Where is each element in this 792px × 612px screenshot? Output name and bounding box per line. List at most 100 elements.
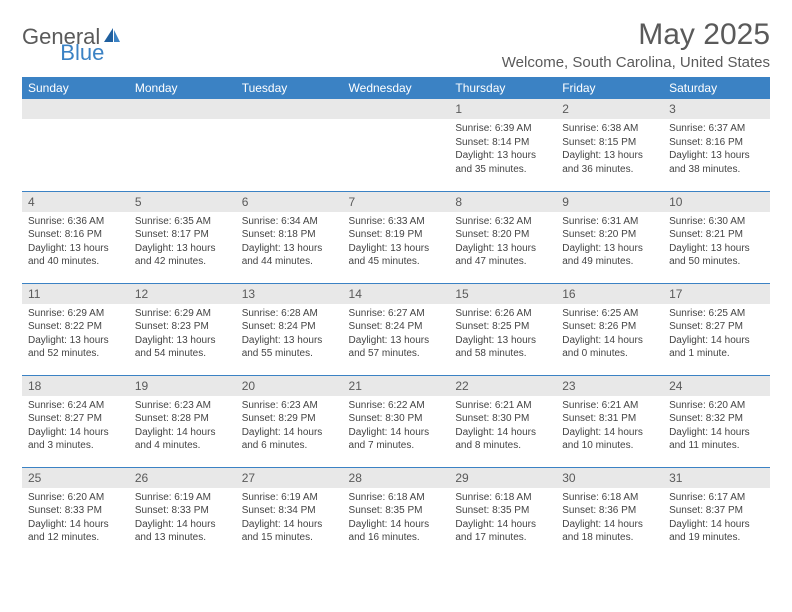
day-number: 17 (663, 284, 770, 304)
calendar-cell: 20Sunrise: 6:23 AMSunset: 8:29 PMDayligh… (236, 375, 343, 467)
day-content: Sunrise: 6:22 AMSunset: 8:30 PMDaylight:… (343, 396, 450, 457)
calendar-cell: 12Sunrise: 6:29 AMSunset: 8:23 PMDayligh… (129, 283, 236, 375)
calendar-week-row: 11Sunrise: 6:29 AMSunset: 8:22 PMDayligh… (22, 283, 770, 375)
calendar-cell: 7Sunrise: 6:33 AMSunset: 8:19 PMDaylight… (343, 191, 450, 283)
calendar-cell (236, 99, 343, 191)
calendar-cell: 28Sunrise: 6:18 AMSunset: 8:35 PMDayligh… (343, 467, 450, 559)
calendar-cell: 2Sunrise: 6:38 AMSunset: 8:15 PMDaylight… (556, 99, 663, 191)
day-content: Sunrise: 6:21 AMSunset: 8:31 PMDaylight:… (556, 396, 663, 457)
day-number: 11 (22, 284, 129, 304)
calendar-cell: 17Sunrise: 6:25 AMSunset: 8:27 PMDayligh… (663, 283, 770, 375)
daylight-line: Daylight: 13 hours and 42 minutes. (135, 242, 230, 269)
daylight-line: Daylight: 14 hours and 12 minutes. (28, 518, 123, 545)
day-number: 25 (22, 468, 129, 488)
calendar-cell: 19Sunrise: 6:23 AMSunset: 8:28 PMDayligh… (129, 375, 236, 467)
daylight-line: Daylight: 14 hours and 10 minutes. (562, 426, 657, 453)
calendar-cell: 5Sunrise: 6:35 AMSunset: 8:17 PMDaylight… (129, 191, 236, 283)
day-content: Sunrise: 6:25 AMSunset: 8:27 PMDaylight:… (663, 304, 770, 365)
daylight-line: Daylight: 14 hours and 4 minutes. (135, 426, 230, 453)
calendar-cell: 24Sunrise: 6:20 AMSunset: 8:32 PMDayligh… (663, 375, 770, 467)
day-content: Sunrise: 6:25 AMSunset: 8:26 PMDaylight:… (556, 304, 663, 365)
calendar-cell: 18Sunrise: 6:24 AMSunset: 8:27 PMDayligh… (22, 375, 129, 467)
daylight-line: Daylight: 14 hours and 17 minutes. (455, 518, 550, 545)
daylight-line: Daylight: 13 hours and 40 minutes. (28, 242, 123, 269)
sunset-line: Sunset: 8:35 PM (349, 504, 444, 518)
calendar-cell: 9Sunrise: 6:31 AMSunset: 8:20 PMDaylight… (556, 191, 663, 283)
daylight-line: Daylight: 14 hours and 15 minutes. (242, 518, 337, 545)
sunrise-line: Sunrise: 6:17 AM (669, 491, 764, 505)
daylight-line: Daylight: 13 hours and 38 minutes. (669, 149, 764, 176)
logo-text-blue: Blue (60, 40, 104, 66)
calendar-cell: 30Sunrise: 6:18 AMSunset: 8:36 PMDayligh… (556, 467, 663, 559)
sunset-line: Sunset: 8:21 PM (669, 228, 764, 242)
day-content: Sunrise: 6:30 AMSunset: 8:21 PMDaylight:… (663, 212, 770, 273)
logo-sail-icon (102, 26, 122, 49)
daylight-line: Daylight: 13 hours and 45 minutes. (349, 242, 444, 269)
day-header-saturday: Saturday (663, 77, 770, 99)
day-number: 13 (236, 284, 343, 304)
calendar-cell (22, 99, 129, 191)
sunrise-line: Sunrise: 6:31 AM (562, 215, 657, 229)
day-header-friday: Friday (556, 77, 663, 99)
sunrise-line: Sunrise: 6:30 AM (669, 215, 764, 229)
sunrise-line: Sunrise: 6:28 AM (242, 307, 337, 321)
month-year: May 2025 (502, 18, 770, 52)
day-content: Sunrise: 6:20 AMSunset: 8:32 PMDaylight:… (663, 396, 770, 457)
day-header-thursday: Thursday (449, 77, 556, 99)
sunset-line: Sunset: 8:16 PM (28, 228, 123, 242)
sunset-line: Sunset: 8:36 PM (562, 504, 657, 518)
daylight-line: Daylight: 13 hours and 55 minutes. (242, 334, 337, 361)
day-content: Sunrise: 6:19 AMSunset: 8:34 PMDaylight:… (236, 488, 343, 549)
day-number: 18 (22, 376, 129, 396)
sunrise-line: Sunrise: 6:34 AM (242, 215, 337, 229)
day-content: Sunrise: 6:18 AMSunset: 8:35 PMDaylight:… (343, 488, 450, 549)
day-number (343, 99, 450, 119)
calendar-header-row: Sunday Monday Tuesday Wednesday Thursday… (22, 77, 770, 99)
day-number: 23 (556, 376, 663, 396)
day-number: 27 (236, 468, 343, 488)
daylight-line: Daylight: 14 hours and 0 minutes. (562, 334, 657, 361)
sunset-line: Sunset: 8:17 PM (135, 228, 230, 242)
sunset-line: Sunset: 8:18 PM (242, 228, 337, 242)
day-content: Sunrise: 6:17 AMSunset: 8:37 PMDaylight:… (663, 488, 770, 549)
sunrise-line: Sunrise: 6:29 AM (28, 307, 123, 321)
sunset-line: Sunset: 8:29 PM (242, 412, 337, 426)
sunrise-line: Sunrise: 6:27 AM (349, 307, 444, 321)
calendar-cell: 10Sunrise: 6:30 AMSunset: 8:21 PMDayligh… (663, 191, 770, 283)
calendar-cell: 11Sunrise: 6:29 AMSunset: 8:22 PMDayligh… (22, 283, 129, 375)
day-number: 1 (449, 99, 556, 119)
sunrise-line: Sunrise: 6:25 AM (562, 307, 657, 321)
day-content: Sunrise: 6:20 AMSunset: 8:33 PMDaylight:… (22, 488, 129, 549)
day-number (129, 99, 236, 119)
daylight-line: Daylight: 14 hours and 8 minutes. (455, 426, 550, 453)
daylight-line: Daylight: 13 hours and 36 minutes. (562, 149, 657, 176)
day-content: Sunrise: 6:27 AMSunset: 8:24 PMDaylight:… (343, 304, 450, 365)
day-content: Sunrise: 6:34 AMSunset: 8:18 PMDaylight:… (236, 212, 343, 273)
sunrise-line: Sunrise: 6:18 AM (562, 491, 657, 505)
day-header-tuesday: Tuesday (236, 77, 343, 99)
calendar-cell: 6Sunrise: 6:34 AMSunset: 8:18 PMDaylight… (236, 191, 343, 283)
calendar-cell: 4Sunrise: 6:36 AMSunset: 8:16 PMDaylight… (22, 191, 129, 283)
sunset-line: Sunset: 8:32 PM (669, 412, 764, 426)
sunrise-line: Sunrise: 6:19 AM (242, 491, 337, 505)
day-content: Sunrise: 6:23 AMSunset: 8:29 PMDaylight:… (236, 396, 343, 457)
day-number: 30 (556, 468, 663, 488)
daylight-line: Daylight: 14 hours and 6 minutes. (242, 426, 337, 453)
daylight-line: Daylight: 14 hours and 1 minute. (669, 334, 764, 361)
day-number: 26 (129, 468, 236, 488)
title-block: May 2025 Welcome, South Carolina, United… (502, 18, 770, 71)
day-number: 10 (663, 192, 770, 212)
location: Welcome, South Carolina, United States (502, 54, 770, 71)
sunset-line: Sunset: 8:27 PM (669, 320, 764, 334)
day-header-monday: Monday (129, 77, 236, 99)
day-number (22, 99, 129, 119)
sunset-line: Sunset: 8:30 PM (349, 412, 444, 426)
sunrise-line: Sunrise: 6:23 AM (135, 399, 230, 413)
daylight-line: Daylight: 13 hours and 49 minutes. (562, 242, 657, 269)
calendar-table: Sunday Monday Tuesday Wednesday Thursday… (22, 77, 770, 559)
sunset-line: Sunset: 8:14 PM (455, 136, 550, 150)
sunset-line: Sunset: 8:30 PM (455, 412, 550, 426)
day-content: Sunrise: 6:38 AMSunset: 8:15 PMDaylight:… (556, 119, 663, 180)
calendar-cell: 26Sunrise: 6:19 AMSunset: 8:33 PMDayligh… (129, 467, 236, 559)
day-number: 31 (663, 468, 770, 488)
